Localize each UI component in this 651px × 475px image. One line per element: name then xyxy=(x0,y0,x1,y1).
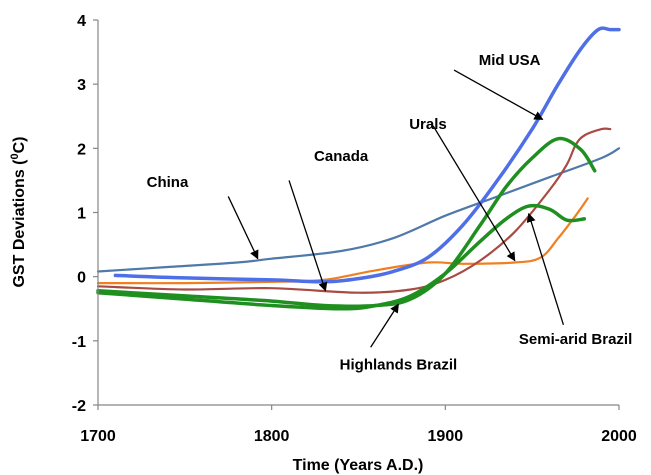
x-tick-label: 1900 xyxy=(428,428,464,445)
x-tick-label: 2000 xyxy=(601,428,637,445)
y-tick-label: -2 xyxy=(72,398,86,415)
annotation-arrow-mid-usa xyxy=(453,69,544,121)
y-tick-label: 0 xyxy=(77,270,86,287)
x-tick-label: 1700 xyxy=(80,428,116,445)
series-layer xyxy=(96,26,621,311)
annotation-label-urals: Urals xyxy=(409,116,447,133)
annotation-label-highlands-brazil: Highlands Brazil xyxy=(340,357,458,374)
series-line-semi-arid-brazil xyxy=(96,203,587,311)
x-axis-label: Time (Years A.D.) xyxy=(293,457,424,474)
annotation-label-china: China xyxy=(147,174,189,191)
y-tick-label: 3 xyxy=(77,77,86,94)
y-axis-label-main: GST Deviations ( xyxy=(11,159,28,288)
annotation-label-canada: Canada xyxy=(314,148,369,165)
annotation-layer: Mid USA Urals Canada China Highlands Brazil S… xyxy=(147,52,633,374)
annotation-arrow-semi-arid-brazil xyxy=(526,212,565,325)
x-tick-label: 1800 xyxy=(254,428,290,445)
series-line-highlands-brazil xyxy=(96,136,597,308)
annotation-arrow-canada xyxy=(288,180,328,292)
y-tick-label: -1 xyxy=(72,334,86,351)
series-line-urals xyxy=(96,127,612,294)
ticks-layer: -2 -1 0 1 2 3 4 1700 1800 1900 2000 xyxy=(72,13,637,445)
y-tick-label: 4 xyxy=(77,13,86,30)
y-tick-label: 2 xyxy=(77,141,86,158)
annotation-arrow-highlands-brazil xyxy=(370,303,399,348)
y-tick-label: 1 xyxy=(77,206,86,223)
y-axis-label-sup: 0 xyxy=(9,153,21,159)
series-line-canada xyxy=(96,197,589,285)
annotation-label-mid-usa: Mid USA xyxy=(479,52,541,69)
y-axis-label: GST Deviations (0C) xyxy=(9,136,28,287)
annotation-arrow-urals xyxy=(432,125,516,262)
series-line-mid-usa xyxy=(113,26,621,284)
y-axis-label-end: C) xyxy=(11,136,28,153)
annotation-arrow-china xyxy=(227,196,259,260)
annotation-label-semi-arid-brazil: Semi-arid Brazil xyxy=(519,331,632,348)
